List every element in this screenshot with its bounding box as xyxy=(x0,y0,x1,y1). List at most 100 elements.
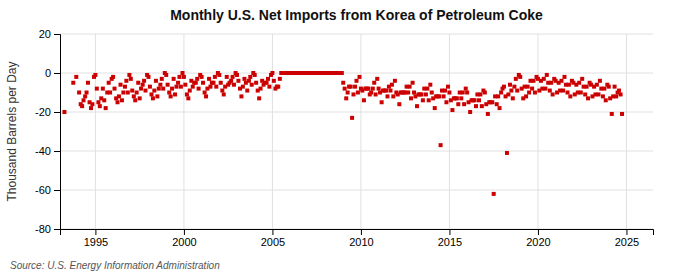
point xyxy=(142,79,146,83)
point xyxy=(225,75,229,79)
x-axis: 1995200020052010201520202025 xyxy=(61,229,654,248)
point xyxy=(132,94,136,98)
point xyxy=(95,87,99,91)
point xyxy=(384,89,388,93)
point xyxy=(191,85,195,89)
point xyxy=(231,75,235,79)
point xyxy=(154,79,158,83)
point xyxy=(121,91,125,95)
point xyxy=(236,79,240,83)
point xyxy=(604,98,608,102)
point xyxy=(80,104,84,108)
x-tick-label: 1995 xyxy=(84,236,108,248)
y-tick-label: -20 xyxy=(35,106,51,118)
x-tick-mark xyxy=(538,229,539,235)
point xyxy=(253,73,257,77)
y-axis: -80-60-40-20020 xyxy=(35,28,60,235)
point xyxy=(596,92,600,96)
point xyxy=(148,85,152,89)
grid-line-x xyxy=(360,34,361,229)
point xyxy=(353,85,357,89)
x-tick-label: 2015 xyxy=(438,236,462,248)
point xyxy=(450,108,454,112)
title: Monthly U.S. Net Imports from Korea of P… xyxy=(170,7,543,23)
point xyxy=(607,85,611,89)
point xyxy=(129,77,133,81)
point xyxy=(442,94,446,98)
point xyxy=(259,87,263,91)
grid-line-x xyxy=(183,34,184,229)
point xyxy=(158,83,162,87)
point xyxy=(208,85,212,89)
point xyxy=(380,100,384,104)
point xyxy=(406,91,410,95)
y-tick-label: -40 xyxy=(35,145,51,157)
point xyxy=(276,85,280,89)
x-tick: 2015 xyxy=(438,229,462,248)
grid-line-y xyxy=(60,151,653,152)
point xyxy=(568,94,572,98)
point xyxy=(86,81,90,85)
point xyxy=(239,94,243,98)
point xyxy=(213,75,217,79)
point xyxy=(232,83,236,87)
point xyxy=(419,92,423,96)
point xyxy=(346,91,350,95)
y-tick-label: -80 xyxy=(35,223,51,235)
point xyxy=(267,85,271,89)
point xyxy=(567,83,571,87)
point xyxy=(161,87,165,91)
grid-line-x xyxy=(272,34,273,229)
point xyxy=(447,91,451,95)
point xyxy=(183,83,187,87)
point xyxy=(533,91,537,95)
grid-line-y xyxy=(60,190,653,191)
point xyxy=(170,87,174,91)
x-tick-label: 2010 xyxy=(349,236,373,248)
point xyxy=(254,81,258,85)
x-tick-mark xyxy=(184,229,185,235)
point xyxy=(362,98,366,102)
point xyxy=(127,73,131,77)
point xyxy=(211,81,215,85)
point xyxy=(167,91,171,95)
point xyxy=(524,94,528,98)
point xyxy=(619,92,623,96)
point xyxy=(579,91,583,95)
point xyxy=(222,92,226,96)
point xyxy=(241,85,245,89)
y-tick-label: 0 xyxy=(45,67,51,79)
point xyxy=(391,94,395,98)
point xyxy=(176,81,180,85)
y-tick: -80 xyxy=(35,223,60,235)
point xyxy=(371,87,375,91)
point xyxy=(71,81,75,85)
point xyxy=(344,96,348,100)
x-axis-line xyxy=(61,230,654,236)
point xyxy=(242,77,246,81)
plot-area: 1995200020052010201520202025-80-60-40-20… xyxy=(35,28,653,248)
point xyxy=(139,87,143,91)
point xyxy=(203,91,207,95)
point xyxy=(77,91,81,95)
point xyxy=(443,89,447,93)
point xyxy=(116,100,120,104)
point xyxy=(356,91,360,95)
point xyxy=(201,81,205,85)
point xyxy=(265,81,269,85)
point xyxy=(446,85,450,89)
point xyxy=(366,87,370,91)
point xyxy=(459,96,463,100)
point xyxy=(514,77,518,81)
point xyxy=(147,75,151,79)
point xyxy=(235,73,239,77)
point xyxy=(135,91,139,95)
point xyxy=(204,94,208,98)
point xyxy=(229,79,233,83)
point xyxy=(120,98,124,102)
point xyxy=(515,89,519,93)
point xyxy=(150,92,154,96)
point xyxy=(409,96,413,100)
point xyxy=(545,73,549,77)
point xyxy=(385,94,389,98)
